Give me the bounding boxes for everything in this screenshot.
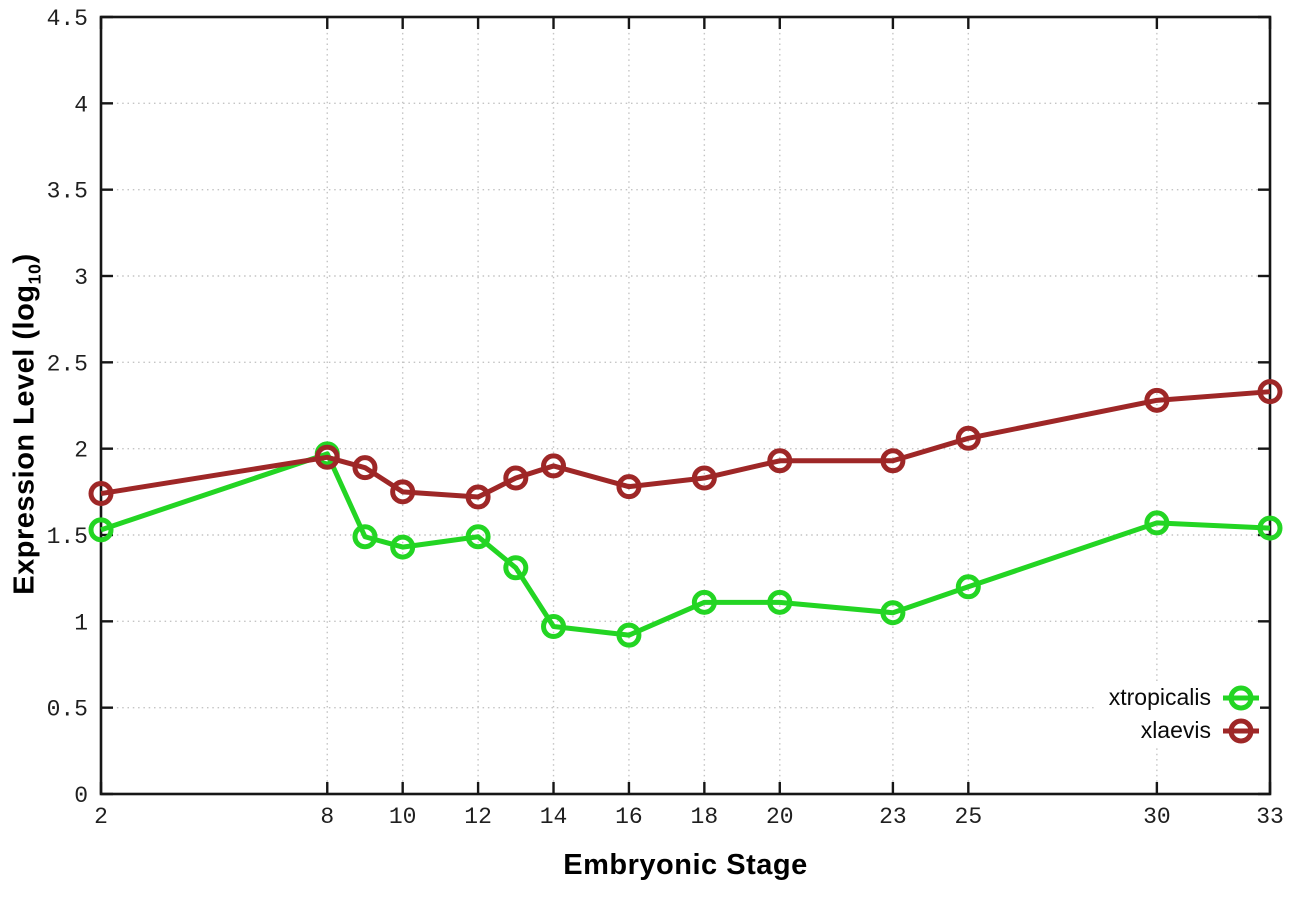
data-point-xlaevis bbox=[541, 453, 567, 479]
legend-label-xtropicalis: xtropicalis bbox=[1108, 684, 1211, 710]
y-tick-label: 0.5 bbox=[47, 697, 88, 723]
x-tick-label: 12 bbox=[464, 804, 492, 830]
data-point-xtropicalis bbox=[691, 589, 717, 615]
x-tick-label: 33 bbox=[1256, 804, 1284, 830]
data-point-xlaevis bbox=[352, 455, 378, 481]
series-line-xlaevis bbox=[100, 389, 1271, 500]
y-tick-label: 4 bbox=[74, 92, 88, 118]
legend-marker-xtropicalis bbox=[1223, 685, 1259, 710]
data-point-xtropicalis bbox=[503, 555, 529, 581]
x-tick-label: 25 bbox=[955, 804, 983, 830]
y-tick-label: 2 bbox=[74, 438, 88, 464]
data-point-xtropicalis bbox=[390, 534, 416, 560]
data-point-xlaevis bbox=[1257, 379, 1283, 405]
x-tick-label: 23 bbox=[879, 804, 907, 830]
data-point-xtropicalis bbox=[352, 524, 378, 550]
y-tick-label: 2.5 bbox=[47, 351, 88, 377]
data-point-xtropicalis bbox=[880, 600, 906, 626]
data-point-xlaevis bbox=[314, 444, 340, 470]
y-tick-label: 3 bbox=[74, 265, 88, 291]
data-point-xtropicalis bbox=[88, 517, 114, 543]
x-tick-label: 18 bbox=[691, 804, 719, 830]
data-point-xlaevis bbox=[465, 484, 491, 510]
data-point-xtropicalis bbox=[767, 589, 793, 615]
data-point-xtropicalis bbox=[541, 614, 567, 640]
y-axis-title: Expression Level (log10) bbox=[9, 253, 46, 594]
data-point-xlaevis bbox=[955, 425, 981, 451]
data-point-xlaevis bbox=[616, 474, 642, 500]
y-tick-label: 0 bbox=[74, 783, 88, 809]
x-tick-label: 10 bbox=[389, 804, 417, 830]
data-point-xtropicalis bbox=[1144, 510, 1170, 536]
legend-marker-xlaevis bbox=[1223, 718, 1259, 743]
plot-border bbox=[99, 15, 1272, 796]
x-tick-label: 20 bbox=[766, 804, 794, 830]
y-axis-title-suffix: ) bbox=[8, 253, 41, 264]
y-axis-title-subscript: 10 bbox=[24, 263, 45, 285]
data-point-xlaevis bbox=[390, 479, 416, 505]
data-point-xlaevis bbox=[503, 465, 529, 491]
legend-row-xlaevis: xlaevis bbox=[1109, 714, 1260, 747]
x-tick-label: 14 bbox=[540, 804, 568, 830]
data-point-xlaevis bbox=[880, 448, 906, 474]
y-tick-label: 4.5 bbox=[47, 6, 88, 32]
data-point-xlaevis bbox=[767, 448, 793, 474]
legend: xtropicalis xlaevis bbox=[1094, 681, 1260, 747]
y-tick-label: 3.5 bbox=[47, 179, 88, 205]
data-point-xtropicalis bbox=[1257, 515, 1283, 541]
y-tick-label: 1.5 bbox=[47, 524, 88, 550]
x-tick-label: 16 bbox=[615, 804, 643, 830]
data-point-xtropicalis bbox=[465, 524, 491, 550]
legend-label-xlaevis: xlaevis bbox=[1140, 717, 1211, 743]
data-point-xlaevis bbox=[88, 481, 114, 507]
series-line-xtropicalis bbox=[100, 451, 1271, 638]
x-tick-label: 2 bbox=[94, 804, 108, 830]
data-point-xlaevis bbox=[1144, 387, 1170, 413]
x-tick-label: 8 bbox=[320, 804, 334, 830]
data-point-xlaevis bbox=[691, 465, 717, 491]
x-tick-label: 30 bbox=[1143, 804, 1171, 830]
y-tick-label: 1 bbox=[74, 610, 88, 636]
data-point-xtropicalis bbox=[616, 622, 642, 648]
data-point-xtropicalis bbox=[955, 574, 981, 600]
y-axis-title-text: Expression Level (log bbox=[8, 284, 41, 595]
x-axis-title: Embryonic Stage bbox=[563, 849, 808, 881]
legend-row-xtropicalis: xtropicalis bbox=[1109, 681, 1260, 714]
